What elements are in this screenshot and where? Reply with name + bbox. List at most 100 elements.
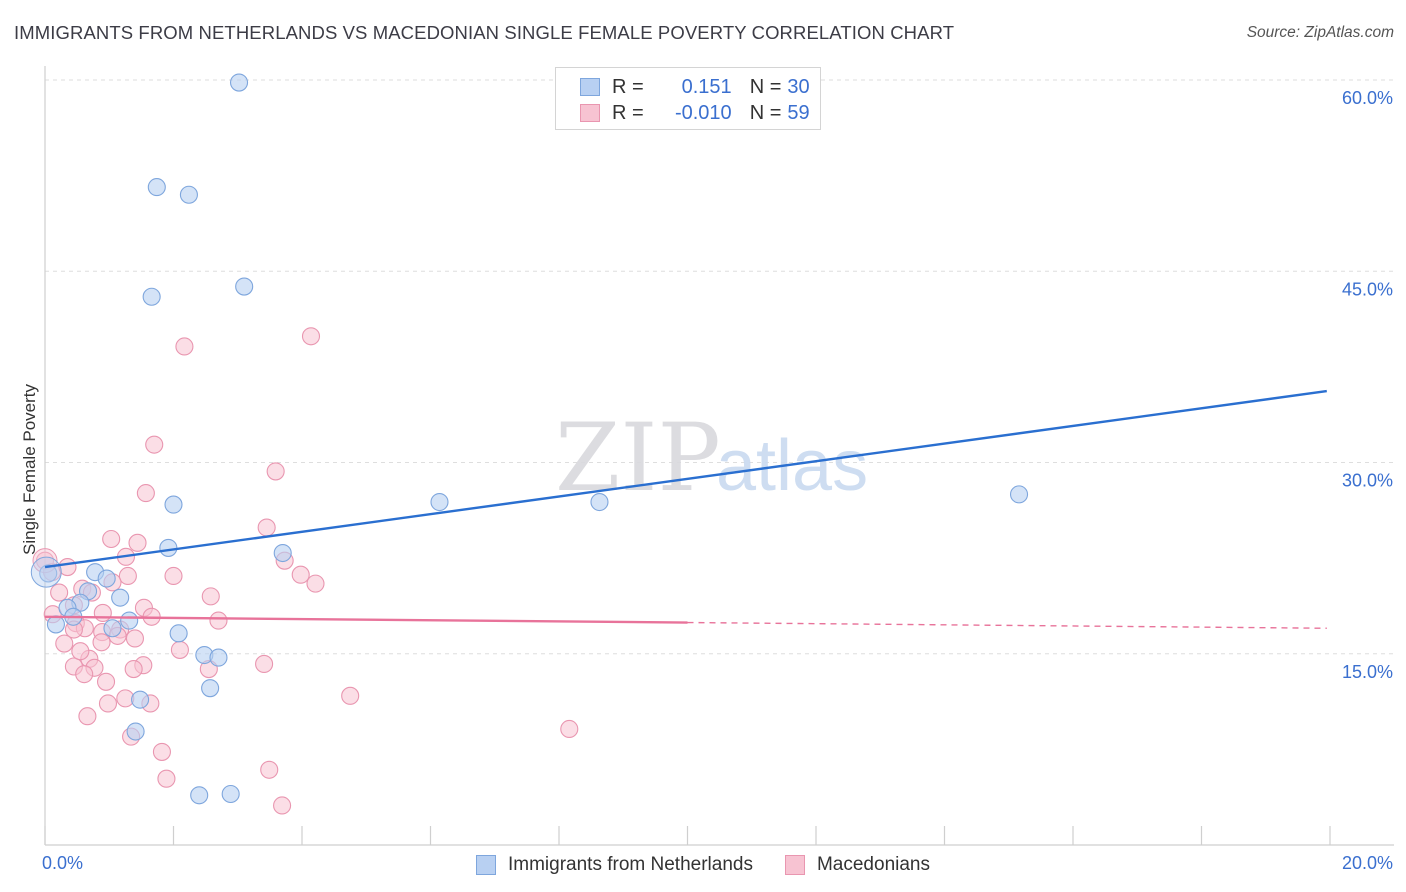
source-note: Source: ZipAtlas.com [1246, 24, 1394, 41]
legend-swatch-pink [580, 104, 600, 122]
watermark-atlas: atlas [716, 426, 868, 506]
netherlands-point [164, 495, 183, 514]
macedonians-point [152, 742, 171, 761]
r-value: -0.010 [674, 101, 732, 124]
macedonians-point [164, 566, 183, 586]
axes [44, 66, 1394, 846]
r-value: 0.151 [681, 75, 732, 98]
legend-swatch-pink [784, 855, 805, 875]
netherlands-point [126, 722, 145, 741]
netherlands-point [131, 690, 150, 709]
watermark: ZIP atlas [555, 404, 868, 513]
macedonians-point [175, 337, 194, 356]
y-tick-label: 30.0% [1342, 471, 1393, 491]
macedonians-point [266, 462, 285, 481]
n-value: 30 [787, 75, 810, 98]
r-label: R = [612, 101, 644, 124]
legend-row-netherlands: R = 0.151 N = 30 [580, 74, 810, 100]
n-label: N = [749, 101, 782, 124]
macedonians-point [301, 327, 321, 346]
macedonians-point [170, 640, 189, 659]
macedonians-point [201, 587, 220, 606]
series-legend: Immigrants from Netherlands Macedonians [0, 850, 1406, 880]
macedonians-point [209, 611, 228, 630]
macedonians-trend-extension [687, 621, 1327, 629]
macedonians-point [291, 565, 310, 584]
macedonians-point [75, 665, 94, 684]
netherlands-point [190, 786, 209, 805]
netherlands-point [142, 287, 161, 306]
trend-lines [44, 389, 1327, 629]
chart-title: IMMIGRANTS FROM NETHERLANDS VS MACEDONIA… [14, 22, 955, 43]
n-value: 59 [787, 101, 810, 124]
netherlands-point [430, 492, 449, 512]
netherlands-point [1009, 485, 1029, 504]
macedonians-point [92, 633, 111, 652]
correlation-legend: R = 0.151 N = 30 R = -0.010 N = 59 [555, 67, 821, 130]
netherlands-point-cluster [30, 556, 62, 588]
macedonians-point [55, 634, 74, 653]
netherlands-trend-line [44, 389, 1327, 569]
netherlands-point [229, 73, 249, 92]
netherlands-point [97, 569, 116, 588]
y-tick-label: 60.0% [1342, 88, 1393, 108]
watermark-zip: ZIP [555, 404, 721, 513]
macedonians-points [32, 327, 579, 815]
macedonians-point [128, 533, 147, 552]
netherlands-point [201, 679, 220, 698]
netherlands-point [103, 619, 122, 638]
macedonians-point [157, 769, 176, 788]
netherlands-point [159, 538, 178, 557]
y-axis-label: Single Female Poverty [20, 383, 39, 555]
legend-swatch-blue [476, 855, 496, 875]
netherlands-point [273, 543, 292, 563]
macedonians-point [93, 603, 112, 623]
netherlands-point [120, 611, 139, 630]
y-tick-label: 45.0% [1342, 279, 1393, 299]
macedonians-point [98, 694, 118, 713]
legend-label: Immigrants from Netherlands [508, 854, 753, 875]
macedonians-point [273, 796, 292, 815]
netherlands-point [147, 178, 166, 197]
macedonians-point [257, 518, 276, 537]
netherlands-point [46, 615, 65, 634]
macedonians-point [125, 629, 144, 648]
netherlands-point [111, 588, 130, 607]
macedonians-point [136, 484, 155, 503]
netherlands-point [590, 492, 609, 512]
macedonians-point [102, 529, 121, 549]
legend-row-macedonians: R = -0.010 N = 59 [580, 100, 810, 126]
netherlands-point [39, 564, 58, 583]
legend-item-netherlands: Immigrants from Netherlands [476, 854, 753, 876]
macedonians-point [341, 686, 360, 705]
macedonians-point [118, 566, 137, 586]
macedonians-point [560, 719, 579, 739]
macedonians-point [306, 574, 325, 593]
n-label: N = [749, 75, 782, 98]
macedonians-trend-line [44, 615, 688, 624]
netherlands-point [235, 277, 254, 296]
legend-label: Macedonians [816, 854, 930, 875]
macedonians-point [96, 672, 116, 691]
gridlines [45, 79, 1394, 655]
macedonians-point [255, 654, 274, 674]
netherlands-point [221, 784, 240, 804]
x-tick-label: 0.0% [42, 853, 83, 873]
macedonians-point [50, 583, 69, 602]
r-label: R = [612, 75, 644, 98]
legend-item-macedonians: Macedonians [784, 854, 930, 876]
netherlands-points [30, 73, 1029, 805]
macedonians-point [71, 642, 90, 661]
netherlands-point [169, 624, 188, 643]
macedonians-point [145, 435, 164, 454]
macedonians-point [124, 659, 143, 679]
y-tick-label: 15.0% [1342, 662, 1393, 682]
tick-labels: 15.0% 30.0% 45.0% 60.0% 0.0% 20.0% [42, 88, 1393, 873]
legend-swatch-blue [580, 78, 600, 96]
netherlands-point [209, 648, 228, 667]
macedonians-point [260, 760, 279, 779]
x-tick-label: 20.0% [1342, 853, 1393, 873]
netherlands-point [179, 185, 198, 204]
macedonians-point [78, 707, 97, 726]
